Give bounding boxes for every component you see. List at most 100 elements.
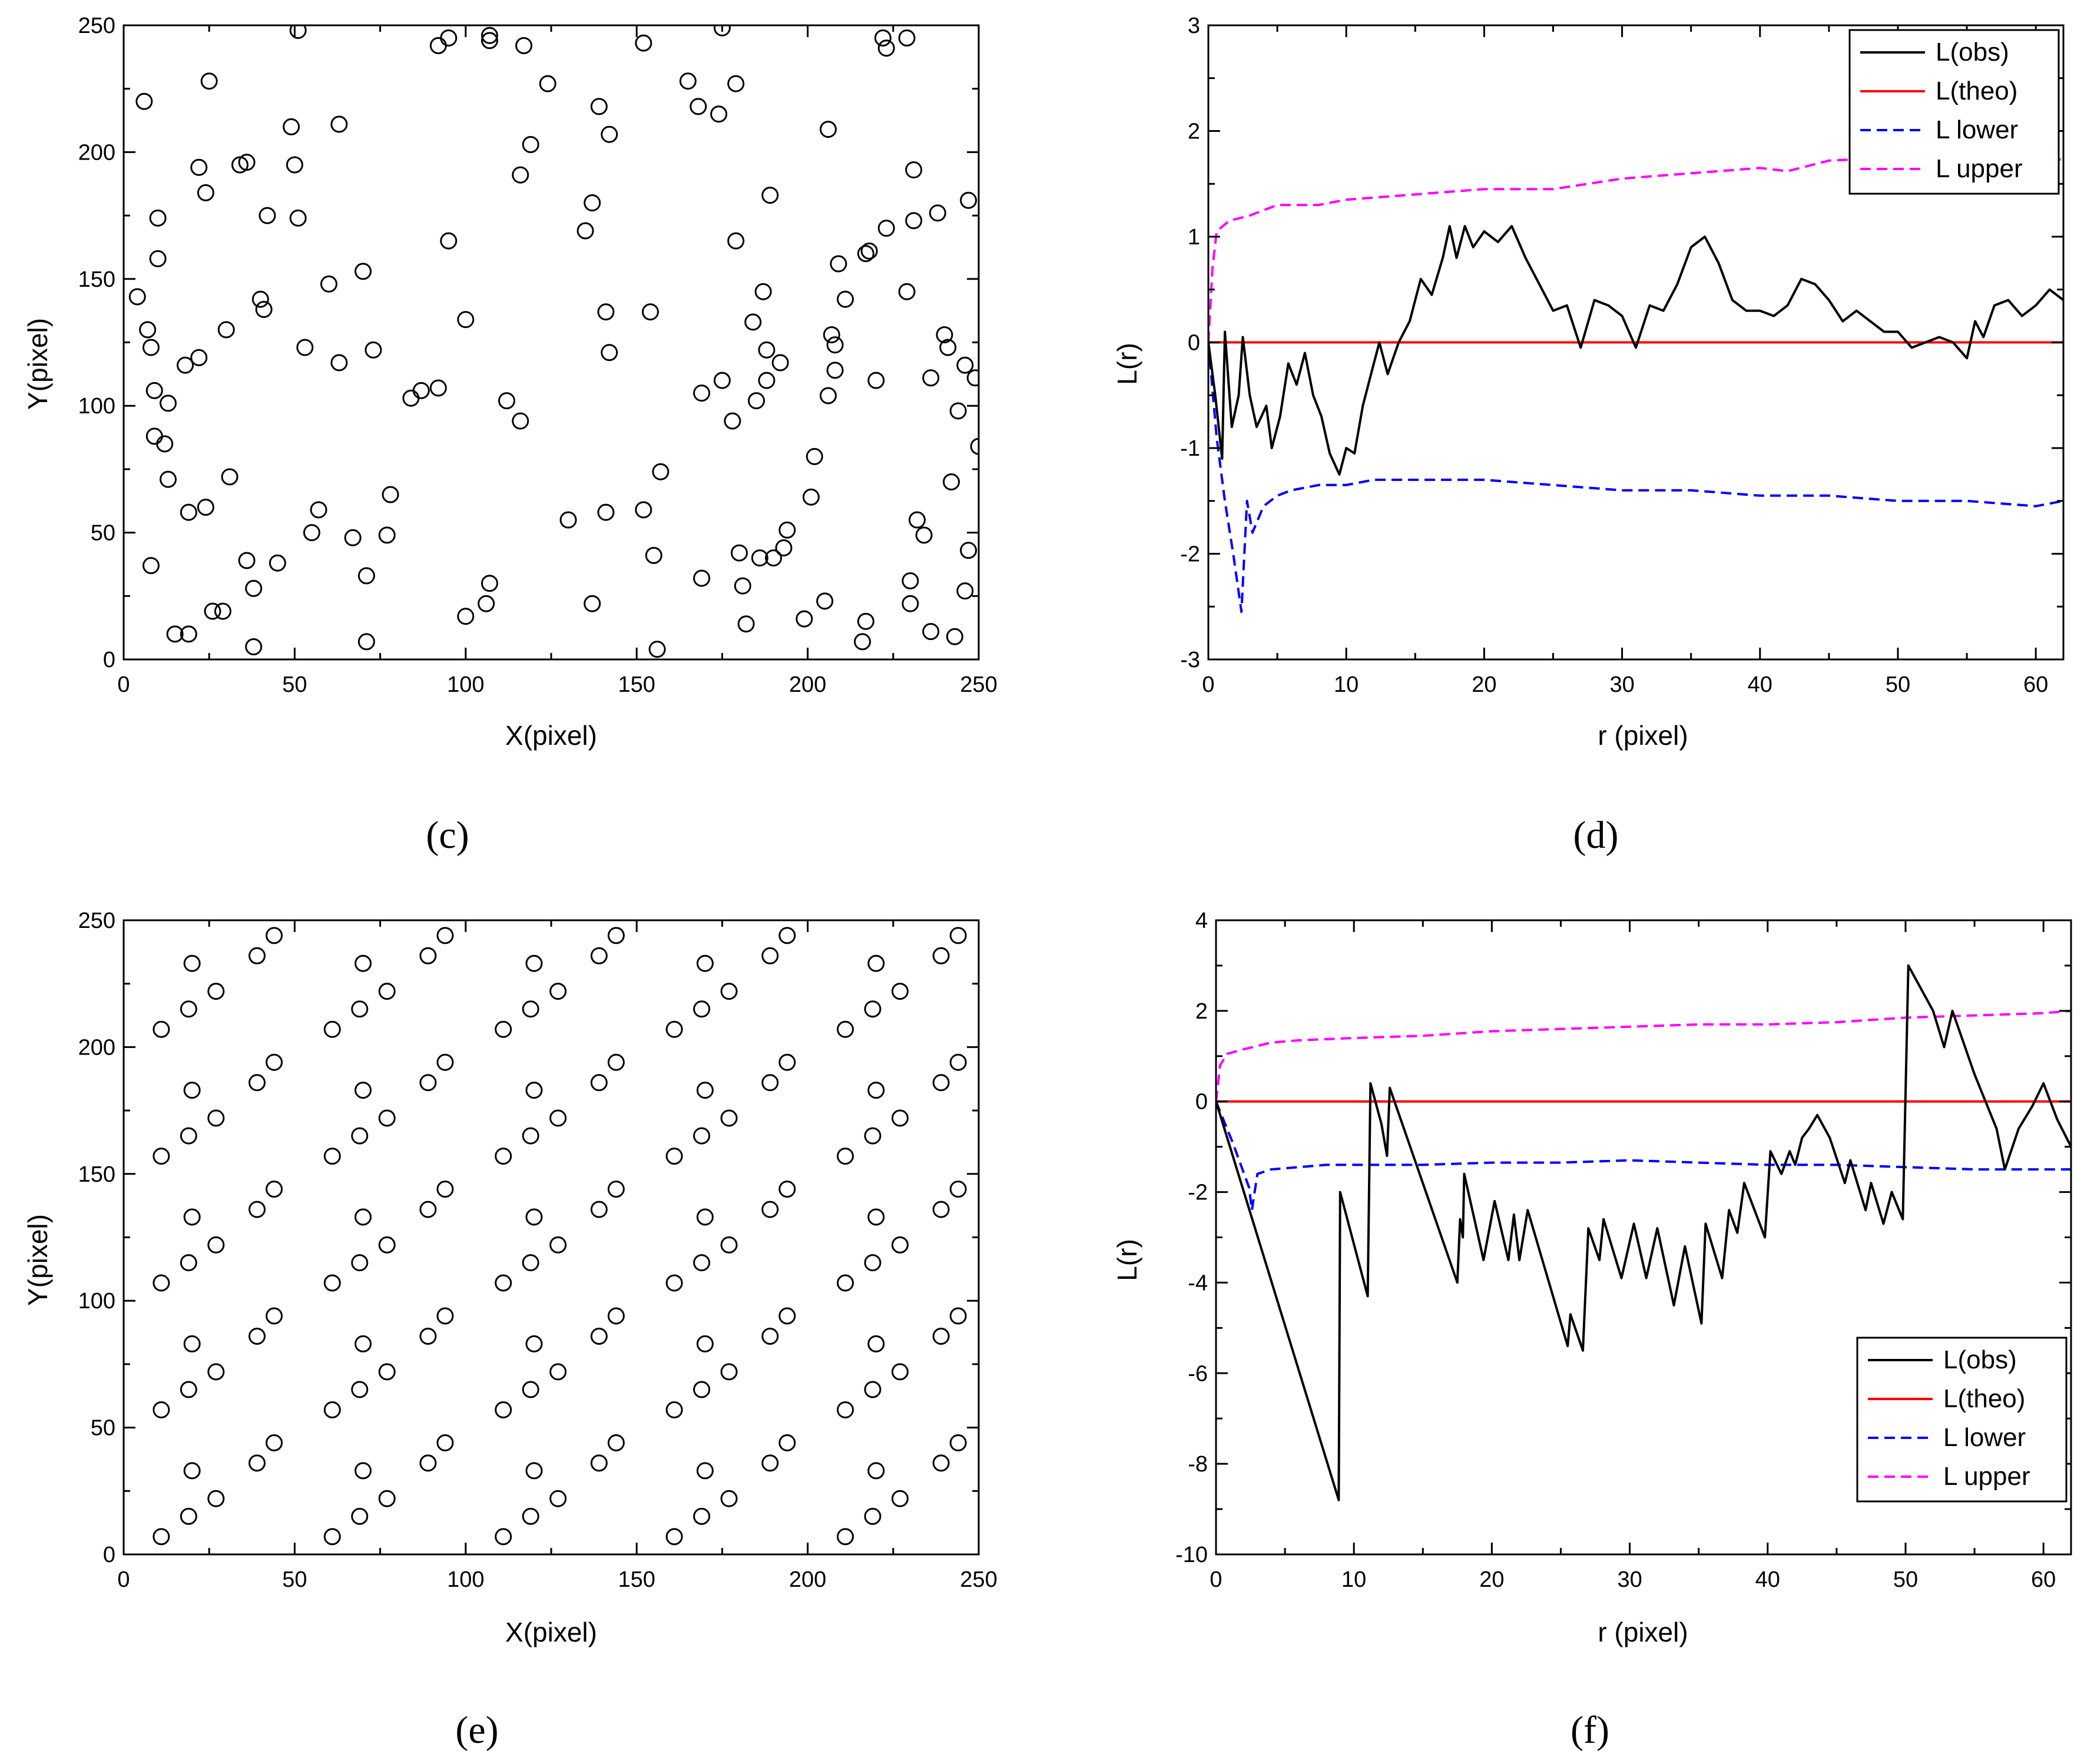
data-point: [867, 1208, 885, 1226]
data-point: [949, 927, 967, 944]
data-point: [549, 1490, 567, 1507]
panel-label: (f): [1571, 1709, 1609, 1752]
data-point: [549, 983, 567, 1000]
y-tick-label: 0: [103, 1543, 115, 1567]
data-point: [758, 372, 776, 389]
data-point: [734, 577, 751, 595]
data-point: [645, 546, 662, 564]
data-point: [665, 1401, 683, 1418]
data-point: [778, 1434, 796, 1451]
panel-label: (e): [455, 1709, 498, 1752]
y-axis-title: Y(pixel): [22, 1214, 53, 1306]
data-point: [266, 927, 283, 944]
data-point: [378, 1490, 396, 1507]
data-point: [778, 927, 796, 944]
data-point: [429, 379, 447, 397]
data-point: [737, 615, 755, 633]
panel-e-scatter: (e) X(pixel) Y(pixel) 0 50 100 150 200 250 0 50…: [22, 908, 998, 1752]
data-point: [283, 118, 300, 135]
data-point: [266, 1307, 283, 1325]
data-point: [836, 1401, 854, 1418]
panel-label: (c): [426, 814, 469, 857]
data-point: [495, 1148, 512, 1165]
y-tick-label: 0: [1195, 1090, 1208, 1115]
data-point: [922, 623, 940, 641]
data-point: [495, 1020, 512, 1038]
data-point: [221, 468, 238, 486]
data-point: [584, 194, 601, 212]
x-axis-title: X(pixel): [505, 720, 597, 751]
data-point: [590, 1454, 608, 1472]
y-tick-label: -2: [1180, 542, 1200, 567]
x-tick-label: 10: [1334, 672, 1359, 697]
data-point: [877, 39, 895, 57]
legend-entry: L(theo): [1936, 77, 2017, 105]
data-point: [515, 37, 533, 54]
x-tick-label: 200: [789, 672, 826, 697]
data-point: [690, 98, 707, 115]
data-point: [949, 1181, 967, 1198]
data-point: [323, 1528, 341, 1546]
data-point: [696, 1208, 714, 1226]
y-tick-label: -1: [1180, 436, 1200, 461]
data-point: [949, 1053, 967, 1071]
data-point: [891, 1490, 909, 1507]
data-point: [713, 25, 731, 37]
data-point: [867, 1462, 885, 1480]
data-point: [830, 255, 847, 273]
data-point: [819, 121, 837, 138]
data-point: [183, 954, 201, 972]
data-point: [354, 263, 372, 280]
data-point: [289, 209, 307, 227]
data-point: [289, 25, 307, 39]
data-point: [946, 628, 963, 645]
data-point: [419, 947, 437, 964]
y-tick-label: -6: [1188, 1361, 1208, 1386]
data-point: [696, 954, 714, 972]
data-point: [590, 1328, 608, 1345]
x-tick-label: 250: [960, 1567, 997, 1592]
data-point: [778, 1307, 796, 1325]
data-point: [724, 412, 741, 430]
data-point: [180, 1507, 197, 1525]
y-tick-label: -2: [1188, 1181, 1208, 1205]
data-point: [200, 72, 218, 90]
data-point: [231, 156, 249, 174]
data-point: [156, 435, 174, 453]
data-point: [922, 369, 940, 387]
y-tick-label: 0: [1188, 331, 1200, 356]
x-axis-title: r (pixel): [1598, 720, 1688, 751]
data-point: [522, 135, 539, 153]
data-point: [836, 1020, 854, 1038]
data-point: [180, 1381, 197, 1398]
data-point: [378, 1236, 396, 1254]
data-point: [720, 983, 738, 1000]
data-point: [457, 608, 475, 625]
y-axis-title: Y(pixel): [22, 318, 53, 410]
data-point: [693, 1381, 711, 1398]
x-tick-label: 50: [1886, 672, 1910, 697]
data-point: [867, 372, 885, 389]
data-point: [641, 303, 659, 321]
data-point: [238, 154, 256, 171]
data-point: [323, 1020, 341, 1038]
x-tick-label: 20: [1472, 672, 1496, 697]
data-point: [857, 612, 874, 630]
data-point: [665, 1148, 683, 1165]
data-point: [378, 1363, 396, 1381]
data-point: [929, 204, 946, 222]
data-point: [635, 34, 652, 52]
data-point: [960, 542, 978, 559]
data-point: [932, 1201, 950, 1218]
y-tick-label: 100: [78, 1289, 115, 1314]
data-point: [696, 1082, 714, 1099]
data-point: [296, 339, 314, 356]
y-axis-title: L(r): [1112, 343, 1142, 385]
data-point: [354, 1462, 372, 1480]
data-point: [214, 602, 231, 620]
y-tick-label: 2: [1188, 120, 1200, 144]
legend: L(obs) L(theo) L lower L upper: [1856, 1337, 2068, 1503]
data-point: [549, 1109, 567, 1127]
data-point: [522, 1507, 539, 1525]
data-point: [354, 1335, 372, 1352]
